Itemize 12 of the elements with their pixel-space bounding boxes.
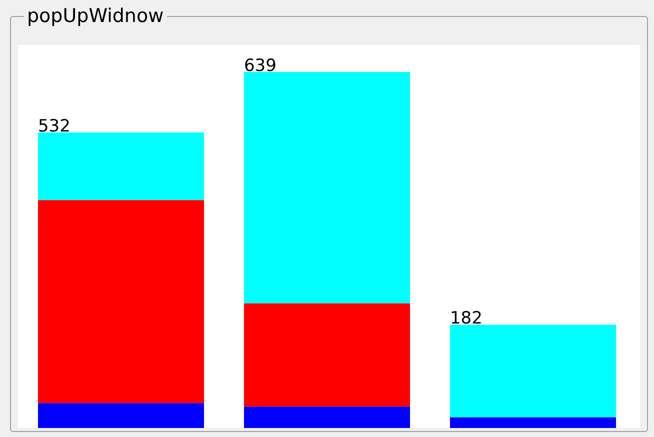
bar <box>38 132 204 200</box>
bar <box>244 406 410 428</box>
annotation: 532 <box>38 116 70 136</box>
bar <box>244 303 410 407</box>
annotation: 639 <box>244 56 276 76</box>
bar <box>450 417 616 428</box>
annotation: 182 <box>450 308 482 329</box>
bar <box>38 200 204 404</box>
bar <box>244 72 410 304</box>
bar <box>450 324 616 418</box>
bar <box>38 403 204 428</box>
chart-title: popUpWidnow <box>24 4 167 28</box>
